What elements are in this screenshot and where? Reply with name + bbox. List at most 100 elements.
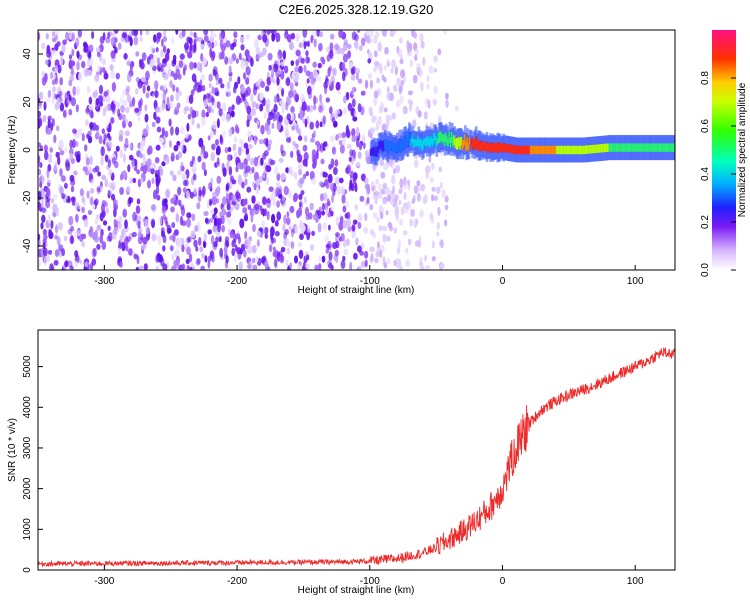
noise-cell	[173, 199, 178, 206]
noise-cell	[225, 40, 231, 48]
noise-cell	[81, 60, 86, 69]
noise-cell	[201, 109, 206, 119]
noise-cell	[308, 212, 313, 220]
noise-cell	[345, 238, 350, 247]
noise-cell	[377, 41, 382, 52]
noise-cell	[102, 139, 106, 145]
noise-cell	[425, 172, 429, 179]
noise-cell	[48, 153, 53, 164]
noise-cell	[88, 96, 93, 105]
noise-cell	[385, 113, 389, 123]
noise-cell	[216, 217, 222, 226]
noise-cell	[337, 132, 343, 139]
noise-cell	[63, 235, 68, 242]
noise-cell	[153, 34, 157, 43]
noise-cell	[138, 265, 144, 270]
noise-cell	[444, 195, 449, 203]
noise-cell	[174, 259, 180, 269]
noise-cell	[382, 198, 386, 205]
noise-cell	[159, 167, 164, 177]
signal-cell	[673, 143, 675, 152]
noise-cell	[280, 246, 286, 253]
noise-cell	[185, 190, 190, 199]
noise-cell	[102, 220, 108, 226]
noise-cell	[228, 128, 233, 137]
noise-cell	[88, 44, 94, 53]
noise-cell	[369, 204, 374, 211]
noise-cell	[177, 238, 182, 248]
noise-cell	[412, 74, 418, 84]
noise-cell	[128, 248, 133, 256]
noise-cell	[191, 266, 196, 270]
noise-cell	[372, 232, 376, 239]
y-axis-label: Frequency (Hz)	[7, 116, 18, 185]
noise-cell	[298, 42, 303, 48]
noise-cell	[163, 153, 167, 163]
noise-cell	[412, 194, 416, 203]
noise-cell	[330, 135, 335, 143]
noise-cell	[199, 79, 203, 86]
noise-cell	[212, 120, 218, 130]
noise-cell	[363, 226, 369, 234]
colorbar-tick-label: 0.8	[700, 71, 711, 85]
noise-cell	[133, 253, 138, 260]
noise-cell	[410, 208, 415, 217]
noise-cell	[216, 157, 220, 165]
noise-cell	[260, 208, 266, 216]
noise-cell	[189, 106, 194, 115]
noise-cell	[357, 103, 362, 113]
noise-cell	[407, 179, 410, 186]
snr-series-line	[38, 347, 675, 568]
noise-cell	[44, 72, 48, 83]
noise-cell	[70, 70, 75, 76]
noise-cell	[240, 243, 246, 252]
noise-cell	[386, 258, 391, 265]
noise-cell	[277, 67, 282, 76]
noise-cell	[399, 95, 404, 104]
noise-cell	[165, 188, 171, 199]
noise-cell	[327, 80, 332, 87]
noise-cell	[225, 192, 229, 203]
noise-cell	[191, 165, 197, 174]
noise-cell	[241, 84, 245, 95]
noise-cell	[83, 68, 89, 77]
noise-cell	[193, 187, 197, 196]
noise-cell	[431, 186, 436, 192]
noise-cell	[290, 232, 294, 239]
noise-cell	[417, 239, 422, 248]
noise-cell	[439, 240, 443, 247]
noise-cell	[200, 73, 205, 81]
noise-cell	[92, 167, 98, 173]
noise-cell	[251, 101, 257, 108]
noise-cell	[114, 46, 118, 54]
noise-cell	[155, 265, 160, 270]
noise-cell	[349, 179, 353, 190]
noise-cell	[249, 134, 253, 144]
noise-cell	[331, 116, 336, 124]
noise-cell	[61, 193, 66, 200]
noise-cell	[55, 224, 58, 235]
noise-cell	[83, 144, 88, 152]
noise-cell	[213, 100, 218, 109]
noise-cell	[357, 265, 362, 270]
noise-cell	[275, 32, 281, 43]
noise-cell	[46, 129, 52, 135]
noise-cell	[338, 139, 343, 146]
noise-cell	[119, 261, 123, 268]
noise-cell	[318, 105, 323, 113]
noise-cell	[222, 167, 227, 177]
noise-cell	[227, 216, 232, 225]
noise-cell	[355, 127, 360, 137]
noise-cell	[238, 146, 242, 156]
noise-cell	[51, 198, 55, 204]
noise-cell	[42, 228, 48, 236]
noise-cell	[243, 214, 249, 222]
noise-cell	[297, 263, 301, 270]
noise-cell	[267, 143, 271, 151]
noise-cell	[43, 144, 48, 153]
noise-cell	[45, 59, 49, 65]
noise-cell	[319, 121, 323, 128]
noise-cell	[135, 266, 140, 270]
noise-cell	[379, 159, 385, 167]
noise-cell	[107, 94, 111, 102]
